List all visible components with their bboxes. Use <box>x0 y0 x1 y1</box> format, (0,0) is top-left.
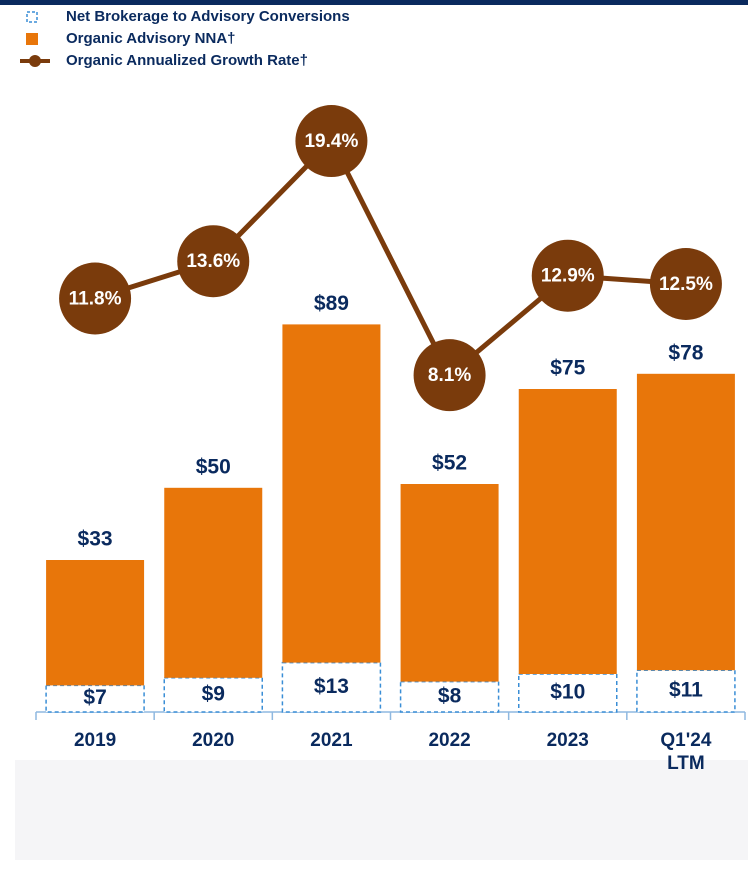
line-marker <box>649 248 722 320</box>
data-label: $11 <box>669 679 703 702</box>
data-label: $78 <box>668 341 703 364</box>
legend-label: Organic Advisory NNA† <box>66 30 236 47</box>
bar-segment <box>46 560 145 686</box>
data-label: 12.5% <box>659 274 713 295</box>
x-tick-label: 2019 <box>73 730 117 751</box>
data-label: $89 <box>314 292 349 315</box>
bar-segment <box>636 373 735 671</box>
x-tick-label: 2021 <box>310 730 353 751</box>
line-marker <box>531 239 604 312</box>
bar-segment <box>400 484 499 682</box>
legend-marker <box>29 55 41 67</box>
legend-swatch <box>26 33 38 45</box>
data-label: $8 <box>438 684 462 707</box>
bar-segment <box>163 677 263 713</box>
x-tick-label: 2022 <box>428 730 471 751</box>
bar-segment <box>518 389 617 674</box>
line-marker <box>295 105 368 178</box>
data-label: $9 <box>202 682 225 705</box>
x-tick-label: Q1'24 LTM <box>660 730 712 774</box>
data-label: $13 <box>314 675 349 698</box>
legend-swatch <box>26 11 38 23</box>
bar-segment <box>518 673 618 713</box>
data-label: $33 <box>78 528 113 551</box>
data-label: 8.1% <box>428 365 471 386</box>
bar-segment <box>399 680 500 713</box>
top-rule <box>0 0 748 5</box>
background-panel <box>15 760 748 860</box>
legend-label: Net Brokerage to Advisory Conversions <box>66 8 350 25</box>
bar-segment <box>282 324 381 663</box>
line-marker <box>59 262 132 335</box>
data-label: $52 <box>432 452 467 475</box>
bar-segment <box>636 669 736 713</box>
line-marker <box>177 225 250 298</box>
x-tick-label: 2023 <box>546 730 589 751</box>
data-label: 12.9% <box>541 266 595 287</box>
data-label: $7 <box>83 686 106 709</box>
x-tick-label: 2020 <box>192 730 235 751</box>
data-label: $50 <box>196 455 231 478</box>
line-marker <box>413 339 486 412</box>
data-label: 19.4% <box>304 131 358 152</box>
legend-label: Organic Annualized Growth Rate† <box>66 52 308 69</box>
data-label: $10 <box>550 681 585 704</box>
bar-segment <box>164 487 263 678</box>
data-label: $75 <box>550 357 585 380</box>
data-label: 13.6% <box>186 251 240 272</box>
data-label: 11.8% <box>69 289 122 310</box>
